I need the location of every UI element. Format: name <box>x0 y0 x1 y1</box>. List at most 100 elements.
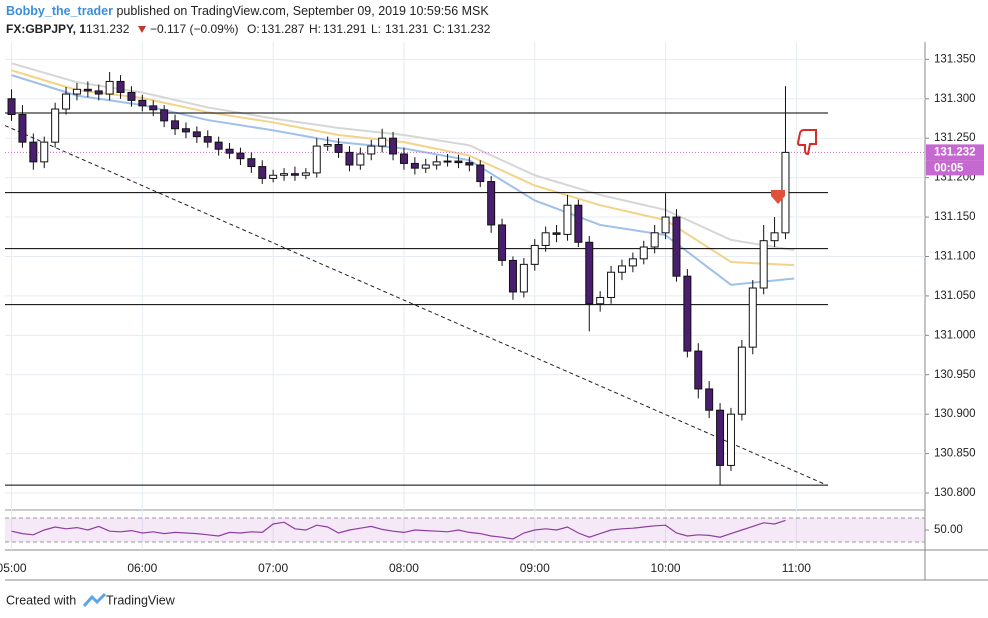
candle-body <box>541 232 550 246</box>
candle-body <box>334 144 343 153</box>
candle-body <box>236 152 245 160</box>
candle-body <box>748 287 757 348</box>
published: published on TradingView.com, September … <box>116 4 489 18</box>
candle-body <box>127 91 136 101</box>
candle-body <box>149 105 158 111</box>
candle-body <box>563 204 572 235</box>
rsi-tick-label: 50.00 <box>934 524 963 536</box>
candle-body <box>83 88 92 92</box>
candle-body <box>508 259 517 293</box>
rsi-line <box>11 519 786 540</box>
candle-body <box>105 80 114 95</box>
header-price: 131.232 <box>86 22 130 36</box>
candle-body <box>247 158 256 168</box>
last-price-badge <box>926 144 984 161</box>
ohlc-label: L: <box>371 22 381 36</box>
candle-body <box>410 162 419 169</box>
trendline <box>4 125 828 486</box>
sell-arrow <box>771 190 785 204</box>
x-tick-label: 10:00 <box>651 561 681 575</box>
x-tick-label: 09:00 <box>520 561 550 575</box>
candle-body <box>607 271 616 298</box>
y-tick-label: 131.150 <box>934 211 976 223</box>
candle-body <box>705 388 714 411</box>
y-tick-label: 130.850 <box>934 448 976 460</box>
y-tick-label: 131.350 <box>934 53 976 65</box>
y-tick-label: 130.900 <box>934 408 976 420</box>
candle-body <box>214 141 223 150</box>
candle-body <box>519 263 528 293</box>
candle-body <box>94 90 103 95</box>
countdown-badge <box>926 160 984 176</box>
candle-body <box>225 148 234 154</box>
ohlc-label: H: <box>309 22 321 36</box>
x-tick-label: 05:00 <box>0 561 27 575</box>
candle-body <box>116 80 125 93</box>
header-change: −0.117 (−0.09%) <box>150 22 239 36</box>
candle-body <box>160 109 169 122</box>
y-tick-label: 131.300 <box>934 93 976 105</box>
y-tick-label: 131.000 <box>934 329 976 341</box>
candle-body <box>443 160 452 163</box>
candle-body <box>301 172 310 176</box>
candle-body <box>716 409 725 466</box>
ohlc-value: 131.287 <box>261 22 305 36</box>
candle-body <box>476 164 485 183</box>
candle-body <box>574 204 583 243</box>
tradingview-logo <box>82 592 107 607</box>
candle-body <box>367 145 376 155</box>
candle-body <box>280 173 289 176</box>
candle-body <box>378 137 387 147</box>
candle-body <box>72 88 81 95</box>
rsi-band <box>5 518 925 542</box>
candle-body <box>7 98 16 116</box>
author[interactable]: Bobby_the_trader <box>6 4 113 18</box>
candle-body <box>596 296 605 305</box>
candle-body <box>661 216 670 234</box>
footer-text: Created with <box>6 593 76 607</box>
candle-body <box>192 131 201 138</box>
candle-body <box>51 108 60 143</box>
candle-body <box>181 128 190 133</box>
candle-body <box>530 244 539 265</box>
candle-body <box>454 160 463 164</box>
candle-body <box>487 181 496 226</box>
candle-body <box>585 241 594 305</box>
x-tick-label: 11:00 <box>782 561 811 575</box>
header-ohlc: O: 131.287 H: 131.291 L: 131.231 C: 131.232 <box>247 22 491 36</box>
candle-body <box>290 173 299 176</box>
x-tick-label: 08:00 <box>389 561 419 575</box>
candle-body <box>389 137 398 155</box>
candle-body <box>62 93 71 110</box>
footer-brand[interactable]: TradingView <box>106 593 176 607</box>
y-tick-label: 131.050 <box>934 290 976 302</box>
ohlc-label: C: <box>433 22 445 36</box>
countdown-label: 00:05 <box>934 162 964 174</box>
candle-body <box>759 240 768 289</box>
candle-body <box>356 153 365 166</box>
candle-body <box>650 232 659 248</box>
ohlc-label: O: <box>247 22 260 36</box>
candle-body <box>465 162 474 166</box>
down-arrow-icon <box>138 26 146 33</box>
candle-body <box>628 258 637 267</box>
candle-body <box>694 350 703 390</box>
candle-body <box>617 265 626 273</box>
candle-body <box>432 161 441 166</box>
plot: 05:00 06:00 07:00 08:00 09:00 10:00 11:00 130.8… <box>0 42 984 575</box>
candle-body <box>312 145 321 174</box>
candle-body <box>171 120 180 130</box>
header-line-1: Bobby_the_trader published on TradingVie… <box>6 4 489 18</box>
thumbs-down-icon <box>796 129 817 156</box>
candle-body <box>770 232 779 242</box>
y-tick-label: 130.800 <box>934 487 976 499</box>
candle-body <box>269 174 278 179</box>
y-tick-label: 131.250 <box>934 132 976 144</box>
candle-body <box>421 164 430 169</box>
last-price-label: 131.232 <box>934 146 976 158</box>
candle-body <box>138 99 147 107</box>
candle-body <box>498 224 507 261</box>
ohlc-value: 131.231 <box>385 22 429 36</box>
candle-body <box>258 166 267 179</box>
